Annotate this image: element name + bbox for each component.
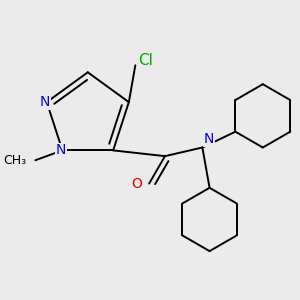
Text: N: N <box>204 132 214 146</box>
Text: Cl: Cl <box>138 53 153 68</box>
Text: CH₃: CH₃ <box>4 154 27 167</box>
Text: N: N <box>56 143 66 158</box>
Text: O: O <box>131 177 142 190</box>
Text: N: N <box>40 95 50 109</box>
